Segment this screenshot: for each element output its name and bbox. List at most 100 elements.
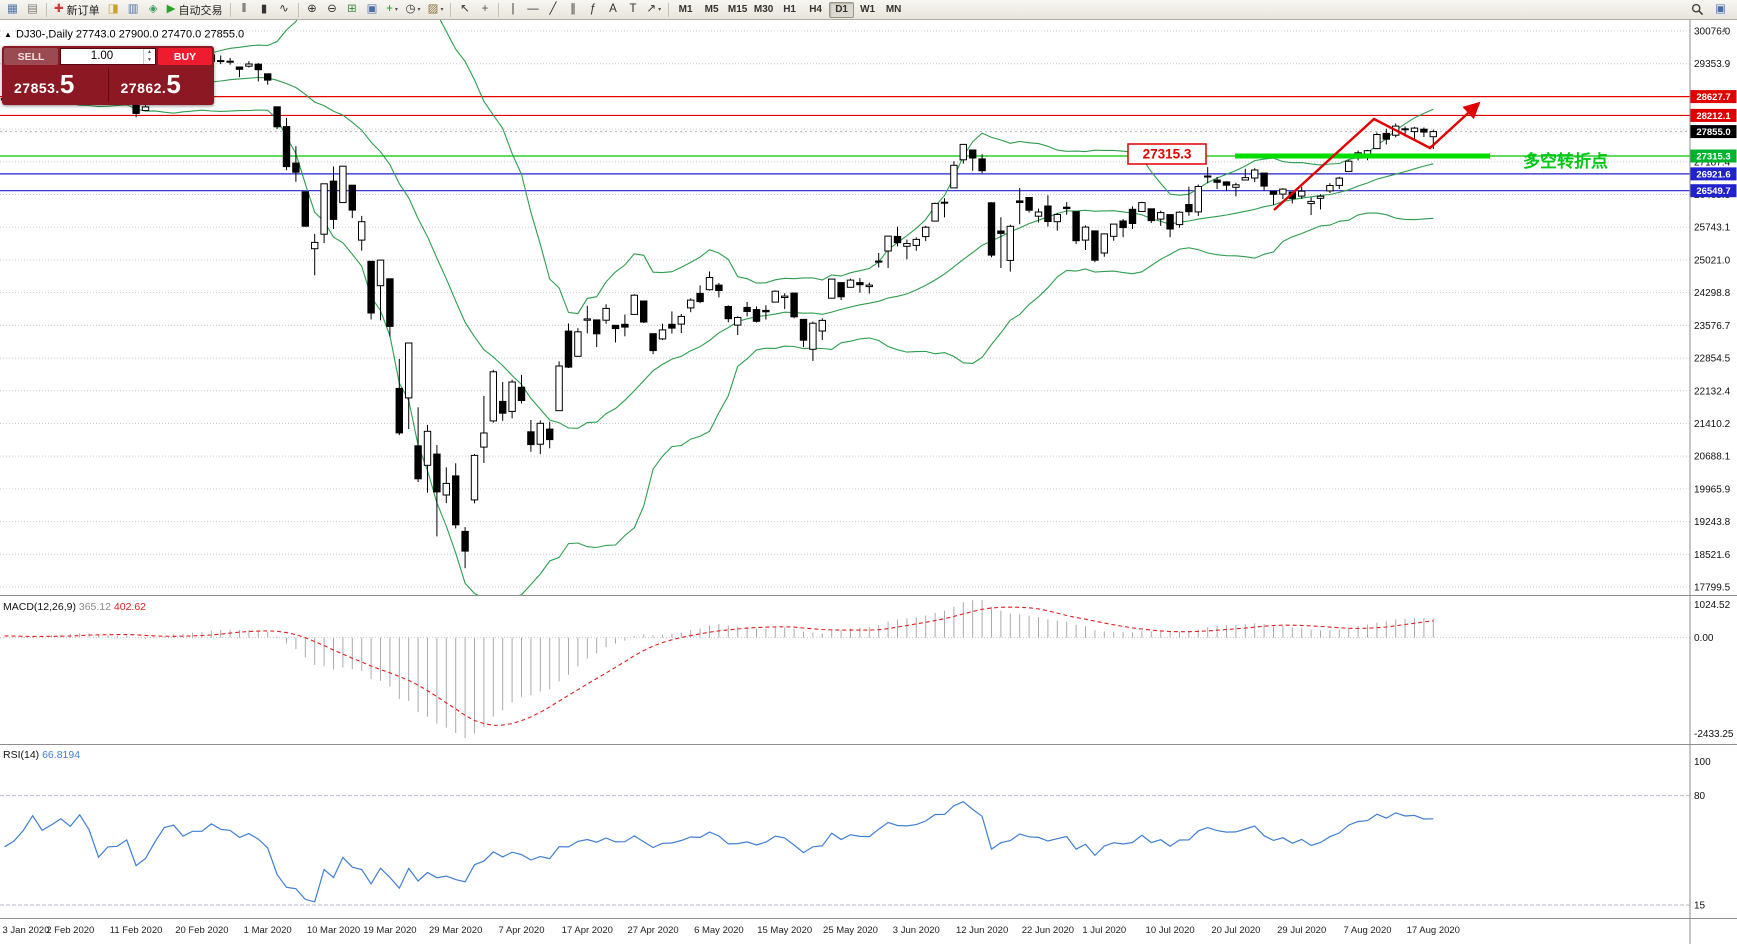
volume-down-icon[interactable]: ▼ [147,56,152,63]
profiles-icon: ▤ [27,2,38,15]
channel-icon: ∥ [570,2,576,15]
grid-button[interactable]: ⊞ [343,1,362,18]
timeframe-MN[interactable]: MN [885,4,902,15]
timeframe-M15[interactable]: M15 [727,4,748,15]
chevron-down-icon: ▾ [440,7,444,13]
chart-canvas[interactable]: 30076.029353.928631.727909.627187.426465… [0,20,1737,944]
price-axis-label: 24298.8 [1694,288,1731,299]
date-label: 12 Jun 2020 [956,925,1008,936]
timeframe-D1[interactable]: D1 [829,1,855,18]
date-label: 29 Jul 2020 [1277,925,1326,936]
date-label: 10 Jul 2020 [1146,925,1195,936]
bollinger-lower-band [4,100,1434,595]
volume-spinner[interactable]: ▲ ▼ [143,49,155,64]
price-axis-label: 29353.9 [1694,59,1731,70]
indicators-button[interactable]: + ▾ [383,1,402,18]
market-watch-button[interactable]: ◨ [104,1,123,18]
workspace-button[interactable]: ▣ [1711,1,1730,18]
horizontal-line-button[interactable]: — [523,1,542,18]
zoom-out-button[interactable]: ⊖ [323,1,342,18]
sell-price-button[interactable]: 27853. 5 [2,65,108,105]
channel-button[interactable]: ∥ [563,1,582,18]
timeframe-M5[interactable]: M5 [704,4,719,15]
timeframe-W1[interactable]: W1 [860,4,876,15]
rsi-label: RSI(14) 66.8194 [3,749,80,761]
sell-label[interactable]: SELL [4,48,58,65]
macd-panel[interactable] [0,600,1690,738]
candles-chart-button[interactable]: ▮ [255,1,274,18]
timeframe-H4[interactable]: H4 [809,4,822,15]
date-label: 22 Jun 2020 [1022,925,1074,936]
price-annotation-box[interactable] [1127,143,1207,165]
toolbar-separator [668,2,670,17]
new-order-button[interactable]: ✚ 新订单 [51,1,103,18]
autotrading-label: 自动交易 [178,4,223,17]
macd-label: MACD(12,26,9) 365.12 402.62 [3,601,146,613]
chevron-down-icon: ▾ [658,7,662,13]
bars-chart-button[interactable]: ‖ [235,1,254,18]
date-label: 1 Mar 2020 [244,925,292,936]
volume-up-icon[interactable]: ▲ [147,49,152,55]
trendline-button[interactable]: ╱ [543,1,562,18]
timeframe-M1[interactable]: M1 [678,4,693,15]
price-axis-label: 21410.2 [1694,419,1731,430]
search-button[interactable] [1688,1,1707,18]
date-label: 6 May 2020 [694,925,744,936]
strategy-tester-icon: ◈ [148,2,158,15]
tile-windows-button[interactable]: ▣ [363,1,382,18]
buy-label[interactable]: BUY [158,48,212,65]
text-button[interactable]: A [603,1,622,18]
date-label: 27 Apr 2020 [627,925,678,936]
main-plot[interactable]: 27315.3 多空转折点 [0,20,1690,603]
templates-button[interactable]: ▨ ▾ [425,1,447,18]
svg-text:15: 15 [1694,901,1706,912]
chart-symbol-ohlc-label: DJ30-,Daily 27743.0 27900.0 27470.0 2785… [16,29,244,41]
rsi-line [4,801,1434,903]
toolbar-separator [297,2,299,17]
cursor-icon: ↖ [460,2,470,15]
new-chart-button[interactable]: ▦ [3,1,22,18]
date-label: 7 Apr 2020 [499,925,545,936]
timeframe-H1[interactable]: H1 [783,4,796,15]
fibonacci-button[interactable]: ƒ [583,1,602,18]
scroll-up-icon[interactable]: ▲ [1720,24,1729,34]
zoom-in-button[interactable]: ⊕ [303,1,322,18]
toolbar-separator [229,2,231,17]
grid-icon: ⊞ [347,2,357,15]
strategy-tester-button[interactable]: ◈ [144,1,163,18]
volume-input[interactable]: 1.00 ▲ ▼ [60,48,156,65]
trend-arrow-annotation[interactable] [1273,101,1481,211]
volume-value[interactable]: 1.00 [90,50,114,62]
sell-price-big-digit: 5 [59,69,75,99]
autotrading-icon: ▶ [166,2,176,15]
svg-text:27855.0: 27855.0 [1696,127,1730,138]
timeframe-M30[interactable]: M30 [753,4,774,15]
cursor-button[interactable]: ↖ [455,1,474,18]
turning-point-annotation[interactable]: 多空转折点 [1523,151,1608,171]
buy-price-button[interactable]: 27862. 5 [109,65,215,105]
rsi-panel[interactable] [0,795,1690,906]
data-window-button[interactable]: ▥ [124,1,143,18]
date-label: 10 Mar 2020 [307,925,360,936]
oct-collapse-icon[interactable]: ▲ [4,30,12,39]
oct-header-row: SELL 1.00 ▲ ▼ BUY [2,46,214,65]
svg-text:1024.52: 1024.52 [1694,600,1731,611]
tile-windows-icon: ▣ [366,2,378,15]
templates-icon: ▨ [427,2,439,15]
price-annotation-text: 27315.3 [1143,147,1192,162]
price-axis-label: 30076.0 [1694,27,1731,38]
profiles-button[interactable]: ▤ [23,1,42,18]
support-thick-line[interactable] [1235,153,1490,159]
price-axis-label: 19965.9 [1694,484,1731,495]
crosshair-button[interactable]: + [475,1,494,18]
vertical-line-button[interactable]: | [503,1,522,18]
arrows-button[interactable]: ↗ ▾ [643,1,664,18]
price-axis-label: 25743.1 [1694,223,1731,234]
autotrading-button[interactable]: ▶ 自动交易 [164,1,226,18]
fibonacci-icon: ƒ [589,2,597,15]
date-label: 20 Feb 2020 [175,925,228,936]
date-label: 15 May 2020 [757,925,812,936]
label-button[interactable]: T [623,1,642,18]
periods-button[interactable]: ◷ ▾ [403,1,424,18]
line-chart-button[interactable]: ∿ [275,1,294,18]
